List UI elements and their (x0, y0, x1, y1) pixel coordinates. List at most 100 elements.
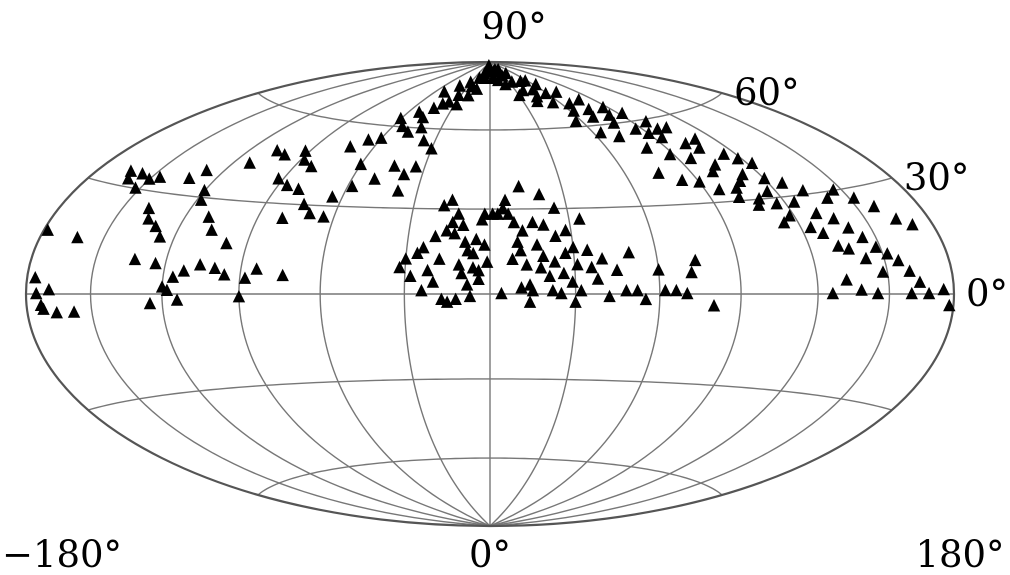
data-point-marker (629, 122, 642, 135)
data-point-marker (460, 278, 474, 291)
data-point-marker (595, 252, 609, 265)
data-point-marker (142, 201, 156, 215)
data-point-marker (937, 282, 950, 296)
data-point-marker (519, 74, 532, 87)
data-point-marker (752, 192, 766, 205)
data-point-marker (516, 224, 529, 237)
data-point-marker (758, 171, 771, 185)
data-point-marker (514, 244, 527, 257)
data-point-marker (149, 256, 162, 270)
data-point-marker (198, 183, 211, 197)
data-point-marker (498, 193, 512, 207)
data-point-marker (546, 96, 560, 109)
data-point-marker (470, 232, 483, 246)
data-point-marker (478, 238, 491, 251)
data-point-marker (205, 223, 218, 236)
data-point-marker (202, 210, 215, 223)
data-point-marker (566, 240, 580, 254)
data-point-marker (426, 275, 440, 288)
data-point-marker (903, 264, 916, 277)
data-point-marker (922, 286, 936, 300)
data-point-marker (655, 130, 669, 144)
data-point-marker (745, 156, 759, 170)
data-point-marker (596, 100, 610, 114)
data-point-marker (425, 142, 438, 155)
data-point-marker (436, 97, 449, 110)
data-point-marker (506, 252, 519, 265)
data-point-marker (452, 258, 466, 271)
data-point-marker (610, 263, 624, 276)
data-point-marker (448, 226, 461, 240)
data-point-marker (675, 173, 689, 186)
data-point-marker (847, 191, 861, 204)
data-point-marker (842, 221, 855, 234)
lat-tick-label: 0° (966, 272, 1008, 315)
data-point-marker (796, 183, 810, 197)
data-point-marker (559, 246, 572, 260)
data-point-marker (393, 260, 406, 274)
data-point-marker (529, 77, 542, 91)
data-point-marker (375, 131, 388, 144)
graticule (24, 60, 956, 528)
data-point-marker (537, 249, 550, 262)
data-point-marker (455, 266, 468, 280)
data-point-marker (280, 178, 294, 192)
data-point-marker (232, 289, 246, 303)
data-point-marker (438, 85, 451, 98)
data-point-marker (585, 260, 598, 274)
data-point-marker (760, 184, 774, 198)
data-point-marker (438, 198, 451, 212)
parallel-line (87, 378, 893, 411)
data-point-marker (50, 305, 63, 319)
data-point-marker (326, 190, 339, 203)
data-point-marker (594, 125, 607, 139)
data-point-marker (827, 212, 840, 225)
lon-tick-label: 180° (915, 533, 1004, 575)
data-point-marker (717, 147, 730, 160)
data-point-marker (670, 283, 683, 297)
data-point-marker (511, 235, 524, 248)
data-point-marker (651, 122, 664, 135)
data-point-marker (559, 223, 572, 237)
data-point-marker (827, 183, 840, 196)
data-point-marker (876, 265, 890, 278)
data-point-marker (713, 182, 726, 196)
data-point-marker (458, 235, 472, 248)
data-point-marker (220, 236, 233, 250)
data-point-marker (417, 240, 430, 254)
data-point-marker (881, 247, 894, 260)
data-point-marker (569, 114, 583, 128)
data-point-marker (457, 218, 470, 231)
data-point-marker (688, 132, 702, 145)
data-point-marker (906, 217, 919, 231)
data-point-marker (463, 289, 477, 303)
data-point-marker (71, 230, 84, 244)
data-point-marker (298, 153, 311, 166)
lon-tick-label: 0° (469, 533, 511, 575)
data-point-marker (821, 191, 834, 204)
data-point-marker (563, 96, 576, 110)
data-point-marker (193, 258, 207, 271)
data-point-marker (427, 101, 441, 114)
data-point-marker (491, 62, 505, 76)
data-point-marker (582, 102, 595, 116)
data-point-marker (238, 271, 252, 284)
data-point-marker (512, 179, 525, 193)
data-point-marker (943, 298, 956, 312)
data-point-marker (817, 226, 830, 240)
data-point-marker (297, 197, 311, 211)
data-point-marker (446, 193, 459, 206)
data-point-marker (429, 229, 442, 243)
data-point-marker (399, 252, 412, 265)
data-point-marker (840, 273, 853, 286)
data-point-marker (871, 286, 885, 300)
data-point-marker (832, 239, 845, 252)
data-point-marker (128, 252, 142, 266)
data-point-marker (615, 106, 629, 120)
data-point-marker (417, 134, 431, 147)
data-point-marker (41, 223, 54, 236)
data-point-marker (465, 80, 478, 93)
data-point-marker (804, 220, 817, 234)
data-point-marker (539, 86, 552, 100)
data-point-marker (622, 245, 635, 259)
